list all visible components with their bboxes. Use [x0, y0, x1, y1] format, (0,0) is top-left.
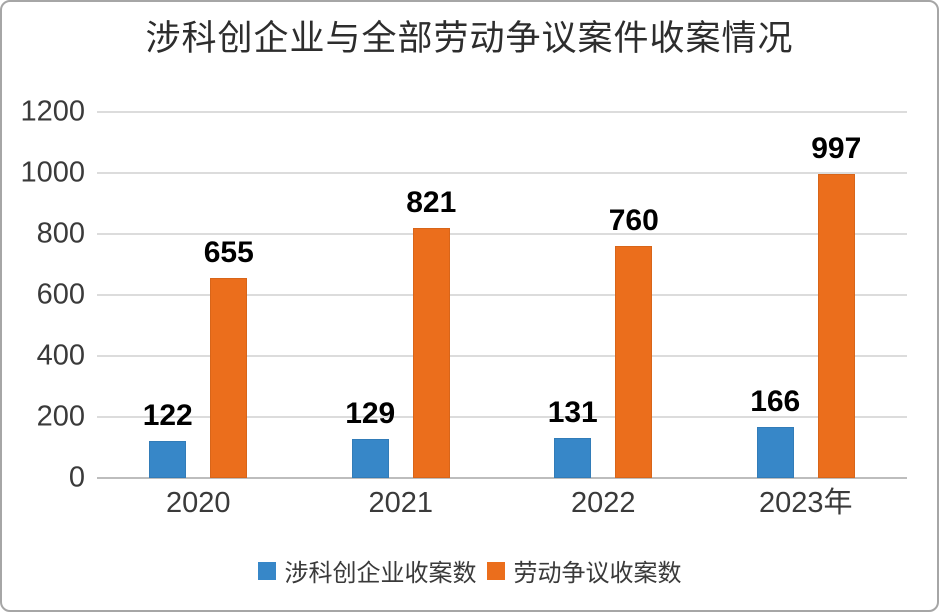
bar-wrap: 166	[750, 387, 800, 478]
bar-wrap: 131	[548, 398, 598, 478]
plot-area: 0 200 400 600 800 1000 1200 122 655 129 821 131 760…	[20, 97, 907, 492]
gridline-0	[97, 477, 907, 479]
y-tick-label: 800	[36, 217, 85, 250]
data-label: 122	[142, 399, 193, 432]
bar-group-2023年: 166 997	[705, 112, 908, 478]
bar-劳动争议收案数-2023年	[817, 174, 855, 478]
gridline-1000	[97, 172, 907, 174]
bar-wrap: 122	[143, 401, 193, 478]
bar-group-2021: 129 821	[300, 112, 503, 478]
gridline-200	[97, 416, 907, 418]
y-tick-label: 400	[36, 339, 85, 372]
chart-title: 涉科创企业与全部劳动争议案件收案情况	[145, 19, 794, 59]
bar-wrap: 655	[204, 238, 254, 478]
data-label: 760	[608, 204, 659, 237]
data-label: 821	[406, 186, 457, 219]
gridline-600	[97, 294, 907, 296]
legend-label: 涉科创企业收案数	[284, 560, 477, 587]
legend-swatch-icon	[257, 561, 276, 580]
gridline-400	[97, 355, 907, 357]
bar-涉科创企业收案数-2020	[149, 441, 187, 478]
y-tick-label: 0	[68, 461, 85, 494]
bar-涉科创企业收案数-2023年	[756, 427, 794, 478]
bar-劳动争议收案数-2022	[615, 246, 653, 478]
legend: 涉科创企业收案数 劳动争议收案数	[2, 553, 937, 588]
bar-涉科创企业收案数-2021	[351, 439, 389, 478]
x-axis-tick-labels: 2020 2021 2022 2023年	[97, 489, 907, 518]
x-tick-label-2021: 2021	[368, 487, 433, 519]
y-tick-label: 600	[36, 278, 85, 311]
data-label: 129	[345, 397, 396, 430]
data-label: 655	[203, 236, 254, 269]
data-label: 997	[811, 132, 862, 165]
legend-item: 涉科创企业收案数	[257, 553, 477, 588]
bar-wrap: 129	[345, 399, 395, 478]
bar-wrap: 760	[609, 206, 659, 478]
bar-wrap: 997	[811, 134, 861, 478]
bar-groups: 122 655 129 821 131 760 166 997	[97, 112, 907, 478]
legend-swatch-icon	[486, 561, 505, 580]
legend-label: 劳动争议收案数	[513, 560, 682, 587]
legend-item: 劳动争议收案数	[486, 553, 682, 588]
bar-group-2020: 122 655	[97, 112, 300, 478]
bar-劳动争议收案数-2021	[412, 228, 450, 478]
x-tick-label-2020: 2020	[165, 487, 231, 519]
bar-group-2022: 131 760	[502, 112, 705, 478]
x-tick-label-2022: 2022	[570, 487, 636, 519]
data-label: 166	[750, 385, 801, 418]
bar-wrap: 821	[406, 188, 456, 478]
gridline-1200	[97, 111, 907, 113]
gridline-800	[97, 233, 907, 235]
bar-劳动争议收案数-2020	[210, 278, 248, 478]
y-tick-label: 1000	[20, 156, 85, 189]
data-label: 131	[547, 396, 598, 429]
x-tick-label-2023年: 2023年	[758, 487, 853, 519]
bar-涉科创企业收案数-2022	[554, 438, 592, 478]
y-tick-label: 200	[36, 400, 85, 433]
y-tick-label: 1200	[20, 95, 85, 128]
